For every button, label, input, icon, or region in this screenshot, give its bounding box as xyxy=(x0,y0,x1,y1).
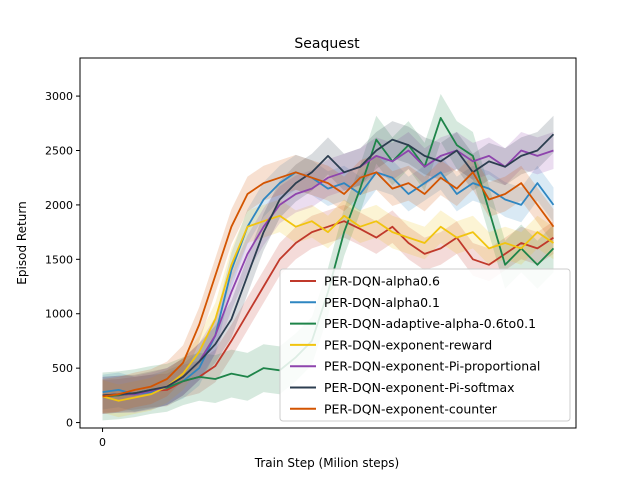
series-line xyxy=(102,214,555,402)
chart-title: Seaquest xyxy=(294,36,360,52)
y-tick-label: 2500 xyxy=(45,145,73,158)
series-band xyxy=(102,204,554,413)
legend-entry-label: PER-DQN-alpha0.1 xyxy=(324,295,440,310)
legend-entry-label: PER-DQN-alpha0.6 xyxy=(324,274,440,289)
legend-entry-label: PER-DQN-exponent-reward xyxy=(324,337,492,352)
y-axis-label: Episod Return xyxy=(15,201,29,284)
y-tick-label: 3000 xyxy=(45,90,73,103)
legend: PER-DQN-alpha0.6 PER-DQN-alpha0.1 PER-DQN-… xyxy=(279,268,571,422)
series-line xyxy=(102,133,555,397)
x-tick-label: 0 xyxy=(99,436,106,449)
legend-entry-label: PER-DQN-exponent-counter xyxy=(324,401,498,416)
y-axis-ticks: 0 500 1000 1500 2000 2500 3000 xyxy=(45,90,80,430)
series-band xyxy=(102,115,554,414)
y-tick-label: 1500 xyxy=(45,253,73,266)
x-axis-label: Train Step (Milion steps) xyxy=(254,456,399,470)
series-line xyxy=(102,171,555,398)
series-band xyxy=(102,154,554,412)
legend-entry-label: PER-DQN-exponent-Pi-softmax xyxy=(324,380,515,395)
legend-box xyxy=(279,268,571,422)
plot-frame xyxy=(79,57,577,429)
y-tick-label: 2000 xyxy=(45,199,73,212)
y-tick-label: 0 xyxy=(66,417,73,430)
y-tick-label: 500 xyxy=(52,362,73,375)
legend-entry-label: PER-DQN-exponent-Pi-proportional xyxy=(324,359,540,374)
y-tick-label: 1000 xyxy=(45,308,73,321)
x-axis-ticks: 0 xyxy=(99,428,106,449)
legend-entry-label: PER-DQN-adaptive-alpha-0.6to0.1 xyxy=(324,316,536,331)
